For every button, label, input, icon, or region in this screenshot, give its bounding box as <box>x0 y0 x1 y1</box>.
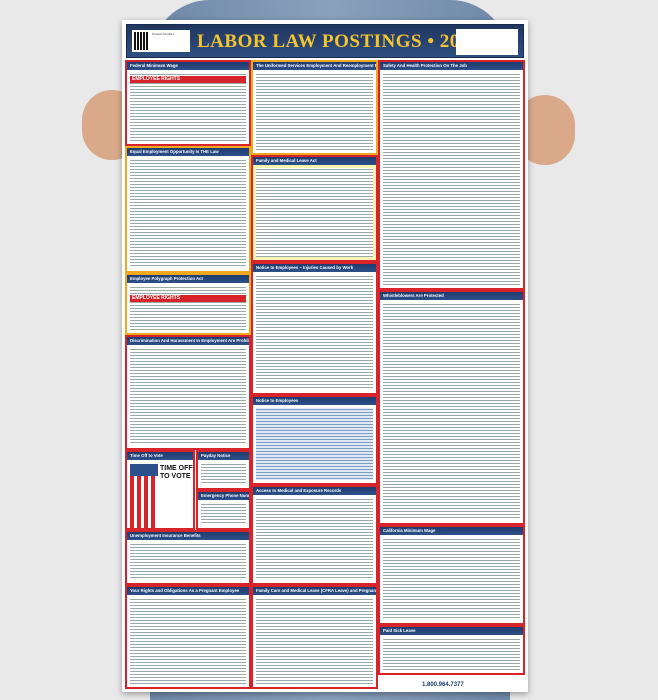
section-title: Notice to Employees – Injuries Caused by… <box>253 264 376 272</box>
section-pregnant-employee: Your Rights and Obligations As a Pregnan… <box>125 585 251 689</box>
section-medical-records: Access to Medical and Exposure Records <box>251 485 378 585</box>
section-time-off-vote: Time Off to Vote TIME OFF TO VOTE <box>125 450 195 530</box>
vote-banner: TIME OFF TO VOTE <box>160 465 193 480</box>
poster-header: Product Number LABOR LAW POSTINGS • 2018 <box>126 24 524 58</box>
labor-law-poster: Product Number LABOR LAW POSTINGS • 2018… <box>122 20 528 692</box>
section-payday-notice: Payday Notice <box>196 450 251 490</box>
section-ca-minimum-wage: California Minimum Wage <box>378 525 525 625</box>
section-whistleblowers: Whistleblowers Are Protected <box>378 290 525 525</box>
color-legend <box>456 29 518 55</box>
poster-title: LABOR LAW POSTINGS • 2018 <box>197 31 480 52</box>
section-title: Emergency Phone Numbers <box>198 492 249 500</box>
section-cfra: Family Care and Medical Leave (CFRA Leav… <box>251 585 378 689</box>
section-notice-employees: Notice to Employees <box>251 395 378 485</box>
section-title: Unemployment Insurance Benefits <box>127 532 249 540</box>
section-safety-health: Safety And Health Protection On The Job <box>378 60 525 290</box>
section-title: Notice to Employees <box>253 397 376 405</box>
section-paid-sick-leave: Paid Sick Leave <box>378 625 525 675</box>
section-title: California Minimum Wage <box>380 527 523 535</box>
section-discrimination: Discrimination And Harassment In Employm… <box>125 335 251 450</box>
section-eeo: Equal Employment Opportunity Is THE Law <box>125 146 251 273</box>
section-title: Employee Polygraph Protection Act <box>127 275 249 283</box>
section-userra: The Uniformed Services Employment And Re… <box>251 60 378 155</box>
section-title: Equal Employment Opportunity Is THE Law <box>127 148 249 156</box>
section-federal-minimum-wage: Federal Minimum Wage EMPLOYEE RIGHTS <box>125 60 251 146</box>
ballot-box-icon <box>130 464 158 528</box>
section-fmla: Family and Medical Leave Act <box>251 155 378 262</box>
section-polygraph: Employee Polygraph Protection Act EMPLOYE… <box>125 273 251 335</box>
section-title: Family and Medical Leave Act <box>253 157 376 165</box>
qr-code: Product Number <box>132 30 190 52</box>
section-injuries: Notice to Employees – Injuries Caused by… <box>251 262 378 395</box>
banner: EMPLOYEE RIGHTS <box>130 295 246 302</box>
banner: EMPLOYEE RIGHTS <box>130 76 246 83</box>
section-title: Discrimination And Harassment In Employm… <box>127 337 249 345</box>
section-title: Time Off to Vote <box>127 452 193 460</box>
section-title: Payday Notice <box>198 452 249 460</box>
section-title: Access to Medical and Exposure Records <box>253 487 376 495</box>
section-title: The Uniformed Services Employment And Re… <box>253 62 376 70</box>
section-title: Federal Minimum Wage <box>127 62 249 70</box>
section-title: Family Care and Medical Leave (CFRA Leav… <box>253 587 376 595</box>
section-unemployment: Unemployment Insurance Benefits <box>125 530 251 585</box>
section-title: Safety And Health Protection On The Job <box>380 62 523 70</box>
section-title: Whistleblowers Are Protected <box>380 292 523 300</box>
section-title: Paid Sick Leave <box>380 627 523 635</box>
section-title: Your Rights and Obligations As a Pregnan… <box>127 587 249 595</box>
phone-number: 1.800.964.7377 <box>422 682 464 688</box>
section-emergency-numbers: Emergency Phone Numbers <box>196 490 251 530</box>
